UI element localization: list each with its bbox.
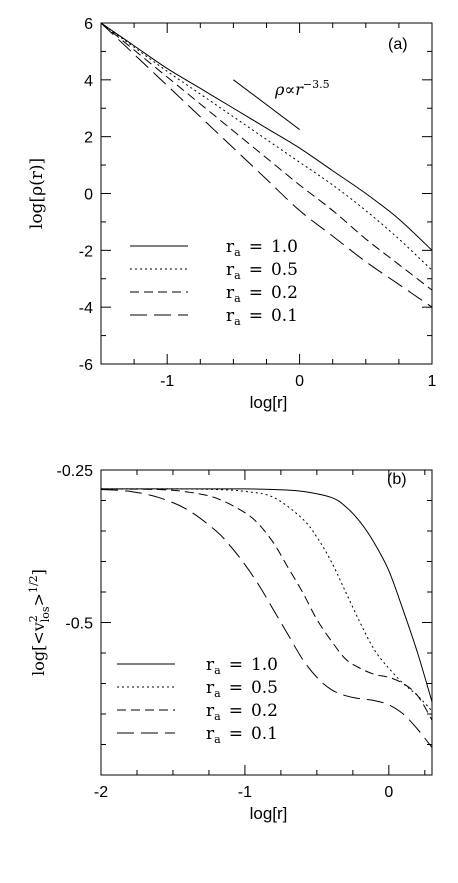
y-axis-label: log[<v2los>1/2] xyxy=(27,569,52,676)
slope-annotation-base: ρ∝r xyxy=(274,80,304,99)
legend-entry: ra = 0.2 xyxy=(206,701,278,723)
x-tick-label: -2 xyxy=(94,784,108,801)
legend-value: 0.2 xyxy=(271,283,298,303)
y-label-mid: > xyxy=(29,593,48,606)
panel-b: -2 -1 0-0.25-0.5log[r]log[<v2los>1/2](b)ra… xyxy=(27,463,433,823)
legend-entry: ra = 0.2 xyxy=(226,283,298,305)
series-group xyxy=(101,23,432,308)
legend-prefix: r xyxy=(206,701,215,721)
legend-subscript: a xyxy=(214,687,221,700)
y-tick-label: -6 xyxy=(79,357,93,374)
legend-subscript: a xyxy=(234,246,241,259)
slope-annotation: ρ∝r−3.5 xyxy=(274,78,330,99)
legend-prefix: r xyxy=(206,678,215,698)
series-line-0.5 xyxy=(101,488,432,712)
legend-prefix: r xyxy=(226,283,235,303)
legend-equals: = xyxy=(229,678,243,698)
legend-prefix: r xyxy=(206,724,215,744)
y-tick-label: -0.5 xyxy=(65,616,93,633)
series-line-0.5 xyxy=(101,23,432,271)
legend-entry: ra = 0.1 xyxy=(226,306,298,328)
y-tick-label: 6 xyxy=(84,16,93,33)
legend-prefix: r xyxy=(226,306,235,326)
legend-entry: ra = 0.1 xyxy=(206,724,278,746)
y-label-exp: 1/2 xyxy=(27,575,40,593)
legend-value: 0.1 xyxy=(251,724,278,744)
series-line-0.1 xyxy=(101,23,432,308)
slope-reference-line xyxy=(233,79,300,130)
legend-equals: = xyxy=(249,237,263,257)
legend-subscript: a xyxy=(234,292,241,305)
y-label-sup: 2 xyxy=(27,615,40,622)
legend-value: 1.0 xyxy=(251,655,278,675)
legend-subscript: a xyxy=(214,733,221,746)
series-line-0.1 xyxy=(101,489,432,748)
y-tick-label: -2 xyxy=(79,243,93,260)
legend-value: 0.5 xyxy=(251,678,278,698)
y-label-suffix: ] xyxy=(29,569,48,575)
y-axis-label: log[ρ(r)] xyxy=(27,158,47,229)
legend-subscript: a xyxy=(234,315,241,328)
panel-label: (b) xyxy=(387,471,407,488)
x-tick-label: 0 xyxy=(384,784,393,801)
y-tick-label: 2 xyxy=(84,130,93,147)
y-tick-label: 0 xyxy=(84,187,93,204)
legend-equals: = xyxy=(229,724,243,744)
legend-value: 1.0 xyxy=(271,237,298,257)
legend-equals: = xyxy=(229,701,243,721)
x-tick-label: 1 xyxy=(428,373,437,390)
x-axis-label: log[r] xyxy=(250,393,288,412)
legend-equals: = xyxy=(249,283,263,303)
series-line-0.2 xyxy=(101,23,432,291)
legend-entry: ra = 1.0 xyxy=(206,655,278,677)
legend-prefix: r xyxy=(226,260,235,280)
plot-frame xyxy=(100,22,433,365)
legend-entry: ra = 1.0 xyxy=(226,237,298,259)
y-label-prefix: log[<v xyxy=(29,622,48,676)
y-tick-label: 4 xyxy=(84,73,93,90)
x-tick-label: -1 xyxy=(238,784,252,801)
legend-value: 0.5 xyxy=(271,260,298,280)
series-group xyxy=(101,488,432,748)
y-label-sub: los xyxy=(39,606,52,622)
legend-entry: ra = 0.5 xyxy=(206,678,278,700)
panel-label: (a) xyxy=(388,36,408,53)
x-tick-label: -1 xyxy=(160,373,174,390)
legend-subscript: a xyxy=(234,269,241,282)
legend-subscript: a xyxy=(214,664,221,677)
legend-prefix: r xyxy=(206,655,215,675)
y-tick-label: -4 xyxy=(79,300,93,317)
legend-equals: = xyxy=(249,260,263,280)
legend-equals: = xyxy=(249,306,263,326)
legend-value: 0.2 xyxy=(251,701,278,721)
series-line-1.0 xyxy=(101,23,432,251)
legend-equals: = xyxy=(229,655,243,675)
legend-entry: ra = 0.5 xyxy=(226,260,298,282)
x-tick-label: 0 xyxy=(295,373,304,390)
slope-annotation-exponent: −3.5 xyxy=(303,78,330,91)
legend-value: 0.1 xyxy=(271,306,298,326)
x-axis-label: log[r] xyxy=(250,804,288,823)
legend-subscript: a xyxy=(214,710,221,723)
y-tick-label: -0.25 xyxy=(57,463,94,480)
series-line-0.2 xyxy=(101,488,432,721)
legend-prefix: r xyxy=(226,237,235,257)
series-line-1.0 xyxy=(101,488,432,702)
